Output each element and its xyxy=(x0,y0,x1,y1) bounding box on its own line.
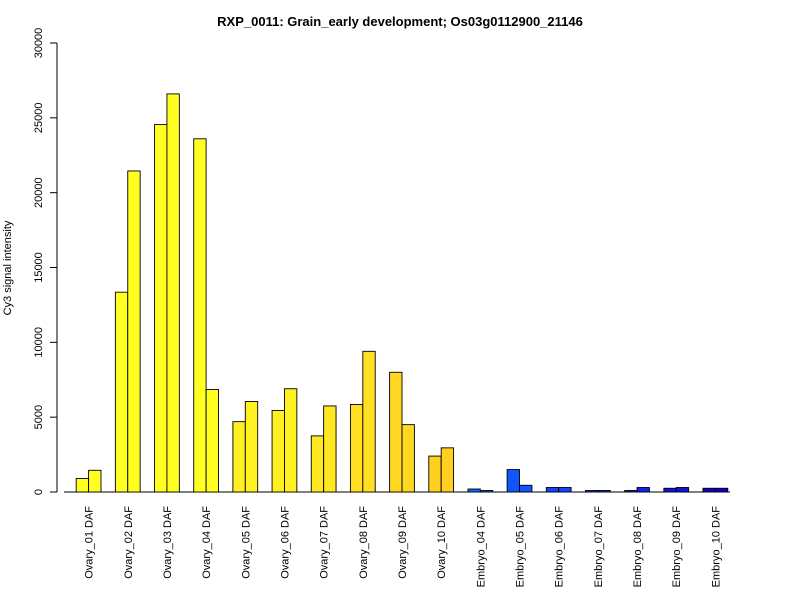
bar-6-0 xyxy=(310,435,325,493)
y-tick-label-6: 30000 xyxy=(33,28,45,59)
x-tick-label-14: Embryo_08 DAF xyxy=(632,506,644,588)
bar-14-1 xyxy=(636,487,650,493)
x-tick-label-7: Ovary_08 DAF xyxy=(358,506,370,579)
x-tick-label-4: Ovary_05 DAF xyxy=(240,506,252,579)
bar-6-1 xyxy=(323,405,337,493)
y-tick-label-4: 20000 xyxy=(33,177,45,208)
bar-5-0 xyxy=(271,409,285,493)
bars-group xyxy=(75,93,729,493)
bar-1-0 xyxy=(114,291,129,493)
y-axis: 0 5000 10000 15000 20000 25000 30000 xyxy=(33,28,58,495)
bar-15-1 xyxy=(675,487,690,493)
bar-5-1 xyxy=(284,388,298,493)
x-tick-label-15: Embryo_09 DAF xyxy=(671,506,683,588)
bar-3-1 xyxy=(205,389,219,493)
x-tick-label-5: Ovary_06 DAF xyxy=(279,506,291,579)
bar-15-0 xyxy=(663,487,677,493)
bar-12-0 xyxy=(545,487,560,493)
bar-4-1 xyxy=(244,401,259,493)
bar-11-1 xyxy=(519,484,533,493)
y-tick-label-1: 5000 xyxy=(33,405,45,429)
bar-0-0 xyxy=(75,478,90,493)
bar-2-1 xyxy=(166,93,180,493)
y-tick-label-5: 25000 xyxy=(33,103,45,134)
x-tick-label-11: Embryo_05 DAF xyxy=(515,506,527,588)
bar-2-0 xyxy=(154,124,168,493)
bar-8-0 xyxy=(389,371,403,493)
bar-11-0 xyxy=(506,469,520,493)
bar-13-1 xyxy=(597,490,611,493)
bar-8-1 xyxy=(401,424,415,493)
x-tick-label-0: Ovary_01 DAF xyxy=(84,506,96,579)
x-tick-label-2: Ovary_03 DAF xyxy=(162,506,174,579)
bar-16-0 xyxy=(702,487,716,493)
x-tick-label-9: Ovary_10 DAF xyxy=(436,506,448,579)
x-tick-label-13: Embryo_07 DAF xyxy=(593,506,605,588)
x-tick-label-12: Embryo_06 DAF xyxy=(554,506,566,588)
bar-10-0 xyxy=(467,488,481,493)
x-tick-label-10: Embryo_04 DAF xyxy=(475,506,487,588)
x-tick-label-1: Ovary_02 DAF xyxy=(123,506,135,579)
y-tick-label-0: 0 xyxy=(33,489,45,495)
x-tick-label-8: Ovary_09 DAF xyxy=(397,506,409,579)
bar-9-1 xyxy=(440,447,455,493)
bar-0-1 xyxy=(88,469,102,493)
x-tick-label-3: Ovary_04 DAF xyxy=(201,506,213,579)
bar-3-0 xyxy=(193,138,207,493)
bar-16-1 xyxy=(714,487,729,493)
bar-10-1 xyxy=(479,490,494,493)
y-tick-label-3: 15000 xyxy=(33,252,45,283)
y-tick-label-2: 10000 xyxy=(33,327,45,358)
bar-4-0 xyxy=(232,421,246,493)
bar-13-0 xyxy=(585,490,599,493)
bar-12-1 xyxy=(558,487,572,493)
x-tick-labels: Ovary_01 DAF Ovary_02 DAF Ovary_03 DAF Ovar… xyxy=(84,506,723,588)
bar-1-1 xyxy=(127,170,141,493)
bar-7-0 xyxy=(349,403,364,493)
bar-14-0 xyxy=(624,490,638,493)
chart-title: RXP_0011: Grain_early development; Os03g… xyxy=(217,14,583,29)
x-tick-label-6: Ovary_07 DAF xyxy=(319,506,331,579)
y-axis-label: Cy3 signal intensity xyxy=(2,220,14,315)
x-tick-label-16: Embryo_10 DAF xyxy=(710,506,722,588)
bar-9-0 xyxy=(428,455,442,493)
bar-7-1 xyxy=(362,350,376,493)
